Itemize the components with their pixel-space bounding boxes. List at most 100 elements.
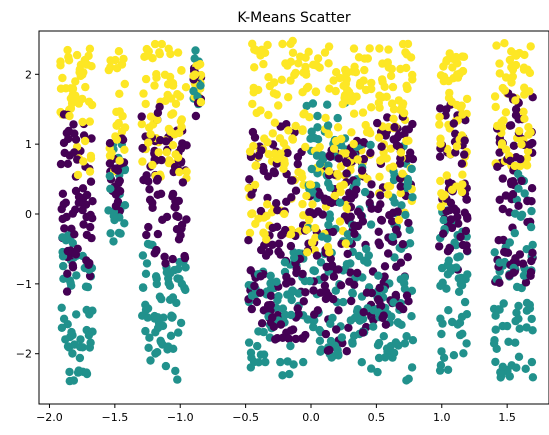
teal-point (152, 279, 161, 289)
yellow-point (120, 123, 130, 132)
purple-point (362, 288, 372, 297)
teal-point (512, 363, 521, 372)
teal-point (165, 295, 175, 304)
purple-point (145, 185, 154, 194)
yellow-point (343, 68, 352, 77)
yellow-point (182, 167, 191, 176)
yellow-point (302, 84, 311, 93)
teal-point (373, 341, 383, 350)
purple-point (88, 214, 97, 223)
yellow-point (304, 47, 313, 56)
purple-point (63, 269, 72, 278)
yellow-point (324, 42, 334, 51)
yellow-point (517, 140, 526, 149)
purple-point (291, 334, 300, 344)
yellow-point (367, 84, 376, 94)
purple-point (298, 269, 307, 279)
purple-point (297, 334, 307, 343)
yellow-point (114, 47, 124, 56)
purple-point (514, 201, 523, 210)
teal-point (142, 259, 152, 268)
teal-point (196, 81, 205, 90)
teal-point (161, 361, 171, 371)
teal-point (312, 151, 322, 160)
teal-point (498, 362, 507, 371)
purple-point (161, 259, 170, 268)
purple-point (401, 125, 410, 134)
yellow-point (404, 136, 413, 145)
teal-point (69, 376, 79, 385)
yellow-point (153, 115, 162, 125)
yellow-point (291, 121, 300, 131)
teal-point (138, 251, 148, 260)
purple-point (346, 268, 355, 277)
purple-point (498, 204, 507, 214)
purple-point (495, 148, 504, 157)
purple-point (396, 182, 405, 191)
teal-point (259, 350, 269, 359)
teal-point (379, 332, 388, 341)
purple-point (345, 277, 354, 286)
teal-point (162, 268, 171, 277)
purple-point (171, 203, 180, 212)
yellow-point (85, 167, 95, 176)
purple-point (402, 291, 412, 300)
purple-point (168, 192, 177, 201)
yellow-point (375, 172, 384, 181)
teal-point (454, 287, 464, 296)
yellow-point (171, 99, 181, 109)
purple-point (168, 254, 177, 264)
teal-point (331, 286, 340, 295)
teal-point (253, 341, 262, 351)
purple-point (263, 193, 272, 203)
teal-point (303, 315, 312, 324)
purple-point (380, 272, 389, 281)
yellow-point (193, 61, 203, 70)
teal-point (490, 248, 499, 257)
teal-point (491, 357, 500, 367)
purple-point (508, 177, 518, 186)
teal-point (495, 258, 504, 267)
purple-point (68, 209, 78, 218)
y-tick-label: 2 (25, 68, 32, 81)
purple-point (180, 253, 190, 263)
yellow-point (492, 41, 501, 50)
yellow-point (63, 45, 72, 55)
purple-point (268, 240, 277, 249)
teal-point (366, 220, 376, 229)
yellow-point (315, 63, 324, 72)
purple-point (365, 198, 374, 208)
purple-point (435, 242, 444, 251)
purple-point (366, 148, 375, 158)
yellow-point (290, 70, 299, 80)
yellow-point (325, 84, 334, 93)
yellow-point (249, 88, 258, 97)
teal-point (391, 338, 400, 347)
yellow-point (500, 39, 509, 48)
yellow-point (375, 91, 384, 100)
teal-point (528, 240, 537, 250)
purple-point (87, 233, 96, 243)
purple-point (394, 131, 403, 140)
yellow-point (81, 82, 90, 92)
purple-point (406, 148, 415, 157)
purple-point (142, 230, 151, 240)
yellow-point (171, 150, 180, 159)
purple-point (359, 138, 368, 147)
teal-point (514, 184, 523, 193)
teal-point (360, 187, 370, 197)
teal-point (315, 336, 325, 345)
purple-point (320, 281, 330, 290)
yellow-point (144, 138, 153, 147)
yellow-point (519, 107, 528, 117)
purple-point (269, 322, 279, 331)
yellow-point (447, 185, 457, 194)
purple-point (157, 155, 166, 165)
teal-point (527, 314, 536, 324)
teal-point (324, 179, 333, 188)
teal-point (74, 366, 84, 375)
teal-point (72, 271, 81, 280)
teal-point (435, 366, 445, 375)
yellow-point (254, 214, 263, 223)
teal-point (519, 271, 529, 280)
